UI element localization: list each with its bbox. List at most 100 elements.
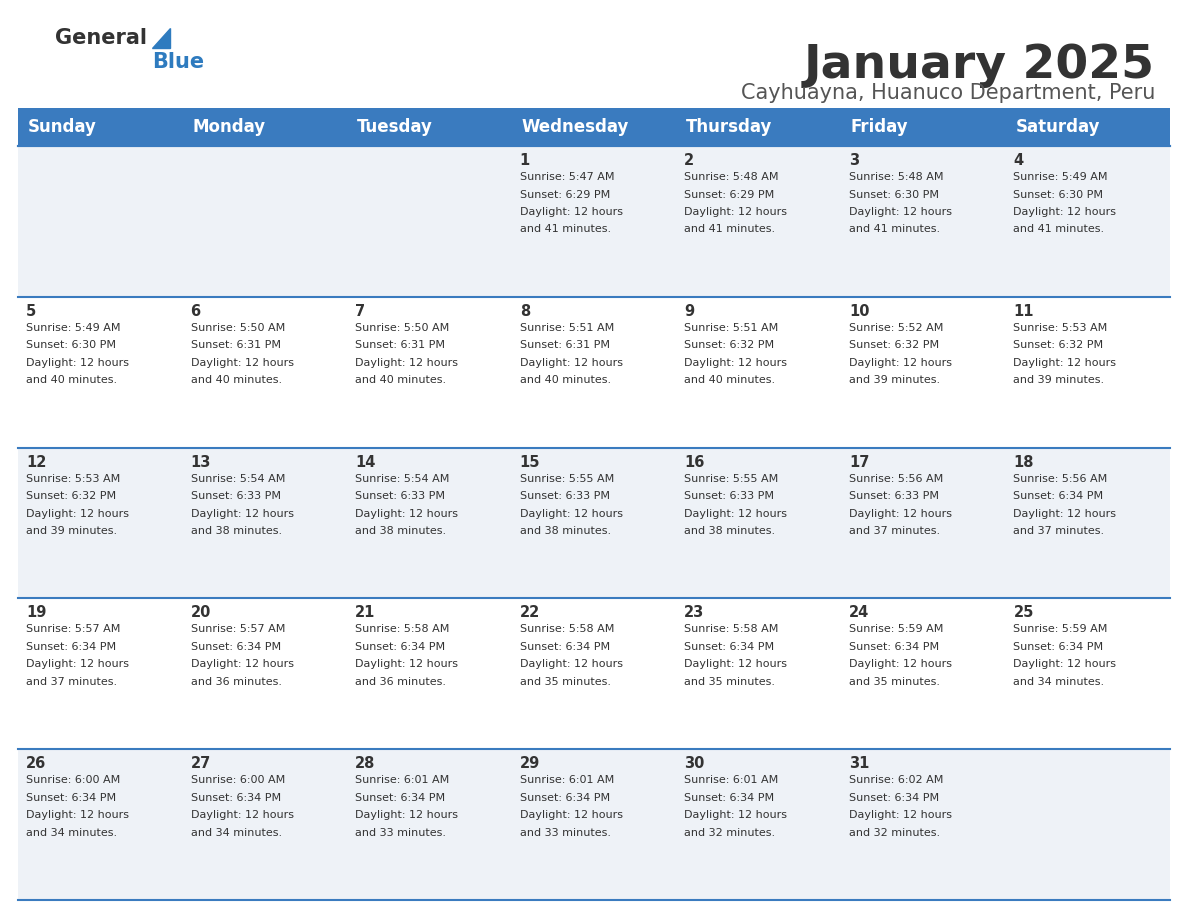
- Text: Daylight: 12 hours: Daylight: 12 hours: [355, 659, 459, 669]
- Bar: [18, 297, 1170, 448]
- Text: 22: 22: [519, 605, 541, 621]
- Text: 17: 17: [849, 454, 870, 470]
- Text: Sunset: 6:31 PM: Sunset: 6:31 PM: [355, 341, 446, 351]
- Text: and 37 minutes.: and 37 minutes.: [26, 677, 118, 687]
- Text: Daylight: 12 hours: Daylight: 12 hours: [190, 509, 293, 519]
- Text: 10: 10: [849, 304, 870, 319]
- Text: Sunset: 6:33 PM: Sunset: 6:33 PM: [519, 491, 609, 501]
- Text: Daylight: 12 hours: Daylight: 12 hours: [26, 358, 129, 368]
- Text: and 40 minutes.: and 40 minutes.: [355, 375, 447, 386]
- Text: Sunset: 6:34 PM: Sunset: 6:34 PM: [355, 642, 446, 652]
- Text: Daylight: 12 hours: Daylight: 12 hours: [849, 659, 952, 669]
- Text: and 36 minutes.: and 36 minutes.: [190, 677, 282, 687]
- Text: Sunset: 6:30 PM: Sunset: 6:30 PM: [26, 341, 116, 351]
- Text: Daylight: 12 hours: Daylight: 12 hours: [519, 811, 623, 820]
- Text: Monday: Monday: [192, 118, 266, 136]
- Text: Sunrise: 5:54 AM: Sunrise: 5:54 AM: [355, 474, 449, 484]
- Text: Daylight: 12 hours: Daylight: 12 hours: [1013, 358, 1117, 368]
- Text: and 35 minutes.: and 35 minutes.: [519, 677, 611, 687]
- Text: Daylight: 12 hours: Daylight: 12 hours: [519, 358, 623, 368]
- Text: and 38 minutes.: and 38 minutes.: [684, 526, 776, 536]
- Text: and 39 minutes.: and 39 minutes.: [1013, 375, 1105, 386]
- Text: Sunset: 6:29 PM: Sunset: 6:29 PM: [519, 189, 609, 199]
- Text: Sunrise: 5:58 AM: Sunrise: 5:58 AM: [519, 624, 614, 634]
- Text: and 34 minutes.: and 34 minutes.: [26, 828, 118, 838]
- Text: Daylight: 12 hours: Daylight: 12 hours: [355, 811, 459, 820]
- Text: Sunset: 6:29 PM: Sunset: 6:29 PM: [684, 189, 775, 199]
- Text: and 35 minutes.: and 35 minutes.: [684, 677, 776, 687]
- Text: Sunset: 6:34 PM: Sunset: 6:34 PM: [1013, 642, 1104, 652]
- Text: 16: 16: [684, 454, 704, 470]
- Text: Sunrise: 6:01 AM: Sunrise: 6:01 AM: [519, 775, 614, 785]
- Text: 9: 9: [684, 304, 695, 319]
- Text: 14: 14: [355, 454, 375, 470]
- Text: Sunrise: 5:53 AM: Sunrise: 5:53 AM: [26, 474, 120, 484]
- Text: Daylight: 12 hours: Daylight: 12 hours: [26, 659, 129, 669]
- Polygon shape: [152, 28, 170, 48]
- Text: Sunrise: 5:58 AM: Sunrise: 5:58 AM: [355, 624, 449, 634]
- Text: Sunrise: 5:57 AM: Sunrise: 5:57 AM: [190, 624, 285, 634]
- Text: Sunrise: 5:47 AM: Sunrise: 5:47 AM: [519, 172, 614, 182]
- Text: 26: 26: [26, 756, 46, 771]
- Text: 13: 13: [190, 454, 211, 470]
- Text: and 39 minutes.: and 39 minutes.: [849, 375, 940, 386]
- Text: Sunset: 6:33 PM: Sunset: 6:33 PM: [684, 491, 775, 501]
- Text: Sunrise: 5:54 AM: Sunrise: 5:54 AM: [190, 474, 285, 484]
- Text: January 2025: January 2025: [804, 43, 1155, 88]
- Text: Sunset: 6:31 PM: Sunset: 6:31 PM: [519, 341, 609, 351]
- Text: Sunrise: 5:51 AM: Sunrise: 5:51 AM: [519, 323, 614, 333]
- Text: 11: 11: [1013, 304, 1034, 319]
- Text: 31: 31: [849, 756, 870, 771]
- Text: Daylight: 12 hours: Daylight: 12 hours: [519, 509, 623, 519]
- Text: Saturday: Saturday: [1016, 118, 1100, 136]
- Text: Sunrise: 5:48 AM: Sunrise: 5:48 AM: [684, 172, 779, 182]
- Text: Sunrise: 5:55 AM: Sunrise: 5:55 AM: [519, 474, 614, 484]
- Text: Daylight: 12 hours: Daylight: 12 hours: [190, 811, 293, 820]
- Text: 29: 29: [519, 756, 541, 771]
- Text: Sunrise: 5:49 AM: Sunrise: 5:49 AM: [1013, 172, 1108, 182]
- Text: Sunrise: 6:01 AM: Sunrise: 6:01 AM: [684, 775, 778, 785]
- Text: Daylight: 12 hours: Daylight: 12 hours: [1013, 659, 1117, 669]
- Text: 19: 19: [26, 605, 46, 621]
- Text: 15: 15: [519, 454, 541, 470]
- Text: and 41 minutes.: and 41 minutes.: [684, 225, 776, 234]
- Text: Sunset: 6:34 PM: Sunset: 6:34 PM: [355, 793, 446, 802]
- Text: Wednesday: Wednesday: [522, 118, 630, 136]
- Text: Sunset: 6:34 PM: Sunset: 6:34 PM: [1013, 491, 1104, 501]
- Text: Sunrise: 5:59 AM: Sunrise: 5:59 AM: [1013, 624, 1107, 634]
- Text: Sunset: 6:32 PM: Sunset: 6:32 PM: [849, 341, 939, 351]
- Text: Daylight: 12 hours: Daylight: 12 hours: [355, 509, 459, 519]
- Text: 2: 2: [684, 153, 695, 168]
- Text: Daylight: 12 hours: Daylight: 12 hours: [190, 358, 293, 368]
- Text: Sunrise: 6:02 AM: Sunrise: 6:02 AM: [849, 775, 943, 785]
- Text: Sunrise: 6:00 AM: Sunrise: 6:00 AM: [26, 775, 120, 785]
- Text: Sunrise: 5:52 AM: Sunrise: 5:52 AM: [849, 323, 943, 333]
- Text: Tuesday: Tuesday: [358, 118, 432, 136]
- Text: and 40 minutes.: and 40 minutes.: [26, 375, 118, 386]
- Text: and 38 minutes.: and 38 minutes.: [190, 526, 282, 536]
- Text: 6: 6: [190, 304, 201, 319]
- Text: Sunset: 6:33 PM: Sunset: 6:33 PM: [190, 491, 280, 501]
- Text: and 35 minutes.: and 35 minutes.: [849, 677, 940, 687]
- Text: Sunrise: 5:50 AM: Sunrise: 5:50 AM: [355, 323, 449, 333]
- Text: 30: 30: [684, 756, 704, 771]
- Text: Sunrise: 5:59 AM: Sunrise: 5:59 AM: [849, 624, 943, 634]
- Text: Sunrise: 5:49 AM: Sunrise: 5:49 AM: [26, 323, 120, 333]
- Text: and 40 minutes.: and 40 minutes.: [684, 375, 776, 386]
- Text: and 38 minutes.: and 38 minutes.: [519, 526, 611, 536]
- Text: 8: 8: [519, 304, 530, 319]
- Text: Sunset: 6:34 PM: Sunset: 6:34 PM: [190, 793, 280, 802]
- Text: Daylight: 12 hours: Daylight: 12 hours: [849, 509, 952, 519]
- Text: Daylight: 12 hours: Daylight: 12 hours: [190, 659, 293, 669]
- Text: and 32 minutes.: and 32 minutes.: [849, 828, 940, 838]
- Text: 1: 1: [519, 153, 530, 168]
- Text: 20: 20: [190, 605, 211, 621]
- Text: Sunrise: 5:55 AM: Sunrise: 5:55 AM: [684, 474, 778, 484]
- Text: Sunrise: 5:53 AM: Sunrise: 5:53 AM: [1013, 323, 1107, 333]
- Bar: [18, 448, 1170, 599]
- Text: Sunrise: 5:50 AM: Sunrise: 5:50 AM: [190, 323, 285, 333]
- Text: Daylight: 12 hours: Daylight: 12 hours: [26, 811, 129, 820]
- Text: and 33 minutes.: and 33 minutes.: [519, 828, 611, 838]
- Text: Daylight: 12 hours: Daylight: 12 hours: [684, 811, 788, 820]
- Text: 18: 18: [1013, 454, 1034, 470]
